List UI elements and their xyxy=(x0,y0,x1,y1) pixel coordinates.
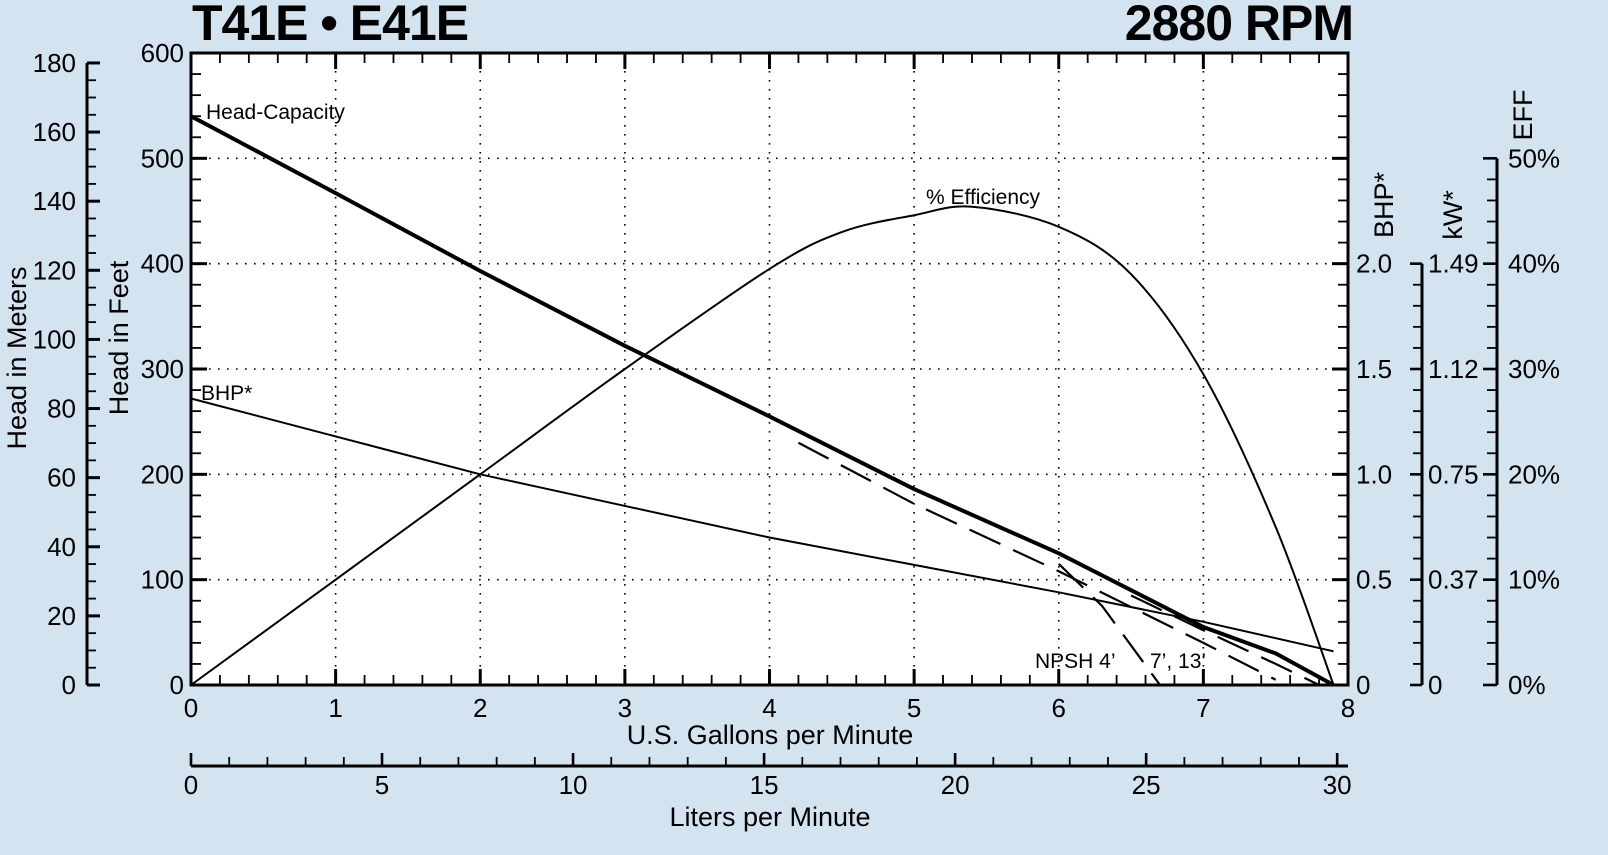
tick-label: 1.0 xyxy=(1356,459,1392,489)
tick-label: 5 xyxy=(907,693,921,723)
tick-label: 1.12 xyxy=(1428,354,1479,384)
tick-label: 0% xyxy=(1508,670,1546,700)
curve-bhp xyxy=(190,397,1334,653)
tick-label: 400 xyxy=(141,249,184,279)
tick-label: 0 xyxy=(184,693,198,723)
tick-label: 50% xyxy=(1508,143,1560,173)
model-title: T41E • E41E xyxy=(192,0,469,51)
tick-label: 10 xyxy=(559,770,588,800)
axis-kw: 0 0.37 0.75 1.12 1.49 xyxy=(1410,249,1479,700)
tick-label: 1.49 xyxy=(1428,249,1479,279)
axis-title-eff: EFF xyxy=(1508,90,1538,141)
tick-label: 4 xyxy=(762,693,776,723)
axis-title-meters: Head in Meters xyxy=(2,266,32,449)
axis-title-kw: kW* xyxy=(1438,190,1468,240)
tick-label: 0 xyxy=(62,670,76,700)
tick-label: 10% xyxy=(1508,565,1560,595)
tick-label: 600 xyxy=(141,38,184,68)
curve-npsh-13 xyxy=(1130,594,1320,686)
tick-label: 40 xyxy=(47,532,76,562)
tick-label: 180 xyxy=(33,48,76,78)
axis-lpm: 0 5 10 15 20 25 30 xyxy=(184,753,1352,800)
tick-label: 0.5 xyxy=(1356,565,1392,595)
curve-head-capacity xyxy=(190,114,1335,687)
tick-label: 20 xyxy=(941,770,970,800)
curve--efficiency xyxy=(190,205,1335,686)
tick-label: 0.75 xyxy=(1428,459,1479,489)
tick-label: 40% xyxy=(1508,249,1560,279)
tick-label: 8 xyxy=(1341,693,1355,723)
axis-title-feet: Head in Feet xyxy=(104,260,134,415)
tick-label: 0 xyxy=(1428,670,1442,700)
tick-label: 80 xyxy=(47,394,76,424)
curve-npsh-7 xyxy=(797,441,1277,681)
rpm-title: 2880 RPM xyxy=(1124,0,1354,51)
axis-gpm: 0 1 2 3 4 5 6 7 8 xyxy=(184,693,1355,723)
tick-label: 1.5 xyxy=(1356,354,1392,384)
axis-eff: 0% 10% 20% 30% 40% 50% xyxy=(1483,143,1560,700)
tick-label: 0.37 xyxy=(1428,565,1479,595)
tick-label: 160 xyxy=(33,117,76,147)
axis-head-feet: 0 100 200 300 400 500 600 xyxy=(141,38,184,700)
axis-title-bhp: BHP* xyxy=(1369,171,1399,238)
axis-bhp: 0 0.5 1.0 1.5 2.0 xyxy=(1356,249,1392,700)
tick-label: 0 xyxy=(184,770,198,800)
axis-head-meters: 0 20 40 60 80 100 120 140 160 180 xyxy=(33,48,100,700)
tick-label: 2 xyxy=(473,693,487,723)
tick-label: 500 xyxy=(141,143,184,173)
tick-label: 5 xyxy=(375,770,389,800)
tick-label: 20% xyxy=(1508,459,1560,489)
tick-label: 100 xyxy=(141,565,184,595)
tick-label: 15 xyxy=(750,770,779,800)
label-npsh-7-13: 7’, 13’ xyxy=(1150,650,1206,673)
tick-label: 7 xyxy=(1196,693,1210,723)
tick-label: 200 xyxy=(141,459,184,489)
tick-label: 300 xyxy=(141,354,184,384)
tick-label: 0 xyxy=(1356,670,1370,700)
tick-label: 25 xyxy=(1132,770,1161,800)
tick-label: 1 xyxy=(328,693,342,723)
tick-label: 30 xyxy=(1323,770,1352,800)
tick-label: 3 xyxy=(618,693,632,723)
tick-label: 60 xyxy=(47,463,76,493)
tick-label: 20 xyxy=(47,601,76,631)
tick-label: 6 xyxy=(1052,693,1066,723)
plot-frame xyxy=(189,51,1350,687)
tick-label: 120 xyxy=(33,255,76,285)
axis-title-lpm: Liters per Minute xyxy=(669,802,870,832)
axis-title-gpm: U.S. Gallons per Minute xyxy=(627,720,914,750)
tick-label: 140 xyxy=(33,186,76,216)
tick-label: 100 xyxy=(33,324,76,354)
tick-label: 0 xyxy=(170,670,184,700)
label-npsh-4: NPSH 4’ xyxy=(1035,650,1116,673)
tick-label: 30% xyxy=(1508,354,1560,384)
label-efficiency: % Efficiency xyxy=(926,186,1040,209)
tick-label: 2.0 xyxy=(1356,249,1392,279)
label-bhp: BHP* xyxy=(201,382,252,405)
curves xyxy=(190,114,1335,687)
label-head-capacity: Head-Capacity xyxy=(206,101,345,124)
